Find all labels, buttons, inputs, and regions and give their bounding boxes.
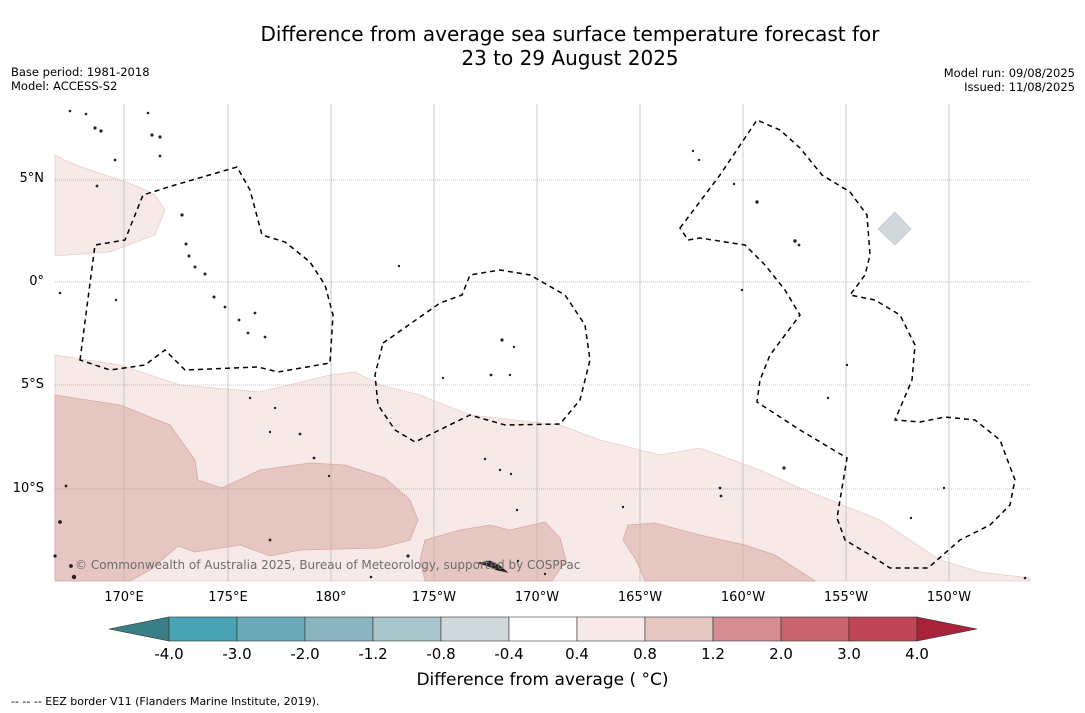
colorbar-cell (848, 616, 918, 642)
colorbar-cell (712, 616, 782, 642)
longitude-gridlines (123, 104, 950, 581)
colorbar-tick-label: -3.0 (222, 645, 252, 663)
anomaly-region-light (54, 154, 166, 257)
colorbar-tick-label: 4.0 (905, 645, 929, 663)
colorbar-cell (644, 616, 714, 642)
lat-label-10s: 10°S (12, 481, 44, 496)
lon-label-175e: 175°E (208, 590, 248, 605)
colorbar-cell (440, 616, 510, 642)
latitude-gridlines (55, 179, 1030, 490)
issued-date: Issued: 11/08/2025 (964, 80, 1075, 94)
model-name: Model: ACCESS-S2 (11, 79, 118, 93)
islands (53, 109, 1027, 580)
lon-label-170w: 170°W (514, 590, 560, 605)
lat-label-5n: 5°N (19, 171, 45, 186)
lat-label-equator: 0° (29, 274, 44, 289)
colorbar-cell (236, 616, 306, 642)
colorbar-extend-high (916, 616, 978, 642)
colorbar-cell (780, 616, 850, 642)
lat-label-5s: 5°S (20, 377, 44, 392)
colorbar (108, 616, 978, 642)
colorbar-extend-low (108, 616, 170, 642)
colorbar-tick-label: 1.2 (701, 645, 725, 663)
lon-label-150w: 150°W (926, 590, 972, 605)
colorbar-tick-label: -0.4 (494, 645, 524, 663)
meta-right: Model run: 09/08/2025 Issued: 11/08/2025 (944, 66, 1075, 94)
anomaly-region-medium (622, 522, 817, 582)
lon-label-170e: 170°E (104, 590, 144, 605)
copyright-notice: © Commonwealth of Australia 2025, Bureau… (75, 558, 581, 572)
anomaly-region-medium (419, 521, 567, 582)
eez-borders (79, 119, 1016, 569)
colorbar-tick-label: -1.2 (358, 645, 388, 663)
lon-label-180: 180° (315, 590, 347, 605)
colorbar-cell (372, 616, 442, 642)
meta-left: Base period: 1981-2018 Model: ACCESS-S2 (11, 65, 150, 93)
base-period: Base period: 1981-2018 (11, 65, 150, 79)
map-title: Difference from average sea surface temp… (0, 22, 1085, 70)
colorbar-cell (168, 616, 238, 642)
colorbar-cell (304, 616, 374, 642)
lon-label-160w: 160°W (720, 590, 766, 605)
lon-label-175w: 175°W (411, 590, 457, 605)
colorbar-tick-label: -4.0 (154, 645, 184, 663)
title-line-2: 23 to 29 August 2025 (461, 46, 679, 70)
colorbar-tick-label: 0.4 (565, 645, 589, 663)
colorbar-tick-label: 0.8 (633, 645, 657, 663)
eez-footnote: -- -- -- EEZ border V11 (Flanders Marine… (11, 695, 320, 708)
lon-label-165w: 165°W (617, 590, 663, 605)
colorbar-cell (508, 616, 578, 642)
colorbar-label: Difference from average ( °C) (416, 670, 669, 690)
colorbar-tick-label: 3.0 (837, 645, 861, 663)
title-line-1: Difference from average sea surface temp… (260, 22, 880, 46)
anomaly-region-medium (54, 394, 419, 582)
lon-label-155w: 155°W (823, 590, 869, 605)
anomaly-region-cool (877, 211, 912, 246)
colorbar-tick-label: -2.0 (290, 645, 320, 663)
colorbar-tick-label: -0.8 (426, 645, 456, 663)
colorbar-cell (576, 616, 646, 642)
colorbar-tick-label: 2.0 (769, 645, 793, 663)
model-run: Model run: 09/08/2025 (943, 66, 1075, 80)
